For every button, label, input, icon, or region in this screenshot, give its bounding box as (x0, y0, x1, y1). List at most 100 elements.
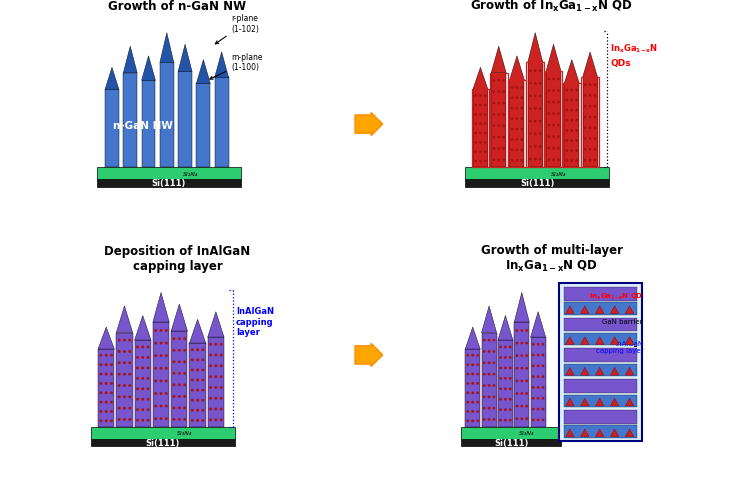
Polygon shape (596, 306, 604, 314)
Circle shape (576, 120, 577, 122)
Polygon shape (580, 368, 589, 375)
Bar (510, 81, 524, 168)
Circle shape (475, 143, 476, 144)
Circle shape (516, 368, 518, 369)
Bar (482, 333, 496, 427)
Circle shape (493, 160, 494, 161)
Circle shape (503, 148, 504, 150)
Polygon shape (105, 68, 119, 90)
Circle shape (566, 131, 568, 132)
Circle shape (539, 121, 541, 122)
Circle shape (534, 108, 536, 110)
Circle shape (585, 149, 586, 151)
Polygon shape (153, 293, 169, 323)
Circle shape (503, 81, 504, 82)
Circle shape (485, 152, 486, 153)
Circle shape (488, 385, 490, 386)
Circle shape (558, 79, 559, 81)
Circle shape (215, 398, 217, 399)
Circle shape (467, 355, 469, 356)
Circle shape (210, 355, 211, 356)
Circle shape (548, 137, 550, 138)
Circle shape (548, 102, 550, 104)
Circle shape (472, 392, 473, 394)
Circle shape (503, 103, 504, 105)
Circle shape (500, 378, 502, 379)
Circle shape (174, 338, 175, 340)
Circle shape (493, 137, 494, 139)
Circle shape (220, 419, 222, 421)
Circle shape (576, 90, 577, 92)
Circle shape (477, 411, 478, 412)
Circle shape (179, 384, 180, 386)
Circle shape (106, 411, 107, 412)
Polygon shape (582, 53, 598, 78)
Circle shape (530, 146, 531, 148)
Circle shape (594, 84, 596, 86)
Circle shape (553, 114, 554, 115)
Circle shape (585, 139, 586, 140)
Circle shape (566, 90, 568, 92)
Circle shape (571, 90, 572, 92)
Circle shape (477, 420, 478, 421)
Circle shape (155, 355, 157, 357)
Circle shape (192, 380, 193, 381)
Polygon shape (566, 306, 574, 314)
Circle shape (521, 108, 523, 109)
Circle shape (165, 343, 167, 344)
Circle shape (533, 355, 534, 356)
Circle shape (548, 91, 550, 92)
Circle shape (521, 418, 523, 420)
Polygon shape (596, 398, 604, 406)
Circle shape (521, 160, 523, 162)
Circle shape (537, 355, 539, 356)
Circle shape (165, 418, 167, 420)
Bar (564, 364, 637, 376)
Circle shape (539, 146, 541, 148)
Circle shape (485, 114, 486, 116)
Circle shape (215, 376, 217, 378)
Circle shape (179, 408, 180, 409)
Bar (461, 439, 561, 446)
Circle shape (142, 399, 144, 400)
Circle shape (521, 355, 523, 357)
Bar (564, 318, 637, 332)
Circle shape (129, 385, 130, 386)
Circle shape (124, 373, 125, 375)
Circle shape (192, 410, 193, 411)
Circle shape (165, 355, 167, 357)
Circle shape (521, 380, 523, 382)
Circle shape (530, 84, 531, 85)
Circle shape (165, 406, 167, 407)
Circle shape (174, 350, 175, 351)
Circle shape (467, 411, 469, 412)
Bar (581, 78, 599, 168)
Text: r-plane
(1-102): r-plane (1-102) (215, 14, 259, 45)
Circle shape (155, 330, 157, 332)
Circle shape (533, 376, 534, 378)
Circle shape (521, 343, 523, 344)
Circle shape (147, 378, 149, 379)
Bar (564, 395, 637, 407)
Circle shape (179, 419, 180, 420)
Circle shape (100, 364, 101, 366)
Circle shape (526, 343, 527, 344)
Circle shape (503, 137, 504, 139)
Bar (564, 425, 637, 438)
Circle shape (184, 384, 185, 386)
Circle shape (184, 338, 185, 340)
Circle shape (585, 128, 586, 129)
Circle shape (155, 380, 157, 382)
Circle shape (142, 357, 144, 359)
Circle shape (510, 420, 511, 421)
Polygon shape (610, 337, 619, 345)
Circle shape (493, 115, 494, 116)
Circle shape (220, 355, 222, 356)
Circle shape (137, 399, 139, 400)
Circle shape (475, 105, 476, 107)
Bar (564, 84, 580, 168)
Circle shape (142, 367, 144, 369)
Circle shape (142, 420, 144, 421)
Circle shape (553, 91, 554, 92)
Circle shape (526, 418, 527, 420)
